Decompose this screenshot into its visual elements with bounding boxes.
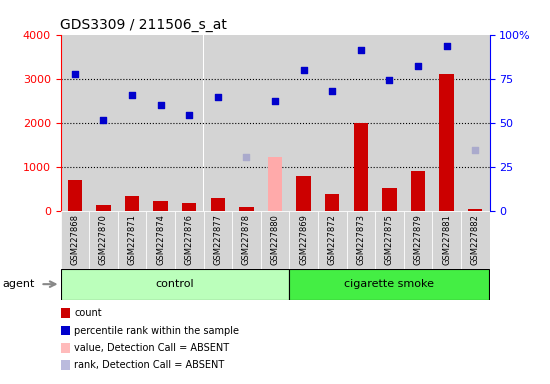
Point bbox=[242, 154, 251, 161]
FancyBboxPatch shape bbox=[461, 211, 490, 269]
Bar bbox=[432, 35, 461, 211]
Bar bbox=[89, 35, 118, 211]
Text: percentile rank within the sample: percentile rank within the sample bbox=[74, 326, 239, 336]
Bar bbox=[289, 269, 490, 300]
Text: GSM227872: GSM227872 bbox=[328, 214, 337, 265]
Bar bbox=[125, 196, 139, 211]
FancyBboxPatch shape bbox=[146, 211, 175, 269]
Point bbox=[128, 91, 136, 98]
Bar bbox=[404, 35, 432, 211]
Text: cigarette smoke: cigarette smoke bbox=[344, 279, 434, 289]
Point bbox=[385, 78, 394, 84]
Bar bbox=[261, 35, 289, 211]
Point bbox=[328, 88, 337, 94]
Bar bbox=[375, 35, 404, 211]
Text: GSM227871: GSM227871 bbox=[128, 214, 136, 265]
FancyBboxPatch shape bbox=[318, 211, 346, 269]
Bar bbox=[382, 188, 397, 211]
Point bbox=[414, 63, 422, 70]
Text: GSM227882: GSM227882 bbox=[471, 214, 480, 265]
Point bbox=[299, 67, 308, 73]
Text: GSM227870: GSM227870 bbox=[99, 214, 108, 265]
Point bbox=[99, 117, 108, 123]
Bar bbox=[60, 269, 289, 300]
Point bbox=[471, 147, 480, 153]
FancyBboxPatch shape bbox=[60, 211, 89, 269]
Text: GSM227874: GSM227874 bbox=[156, 214, 165, 265]
Point bbox=[185, 112, 194, 118]
Bar bbox=[468, 209, 482, 211]
FancyBboxPatch shape bbox=[346, 211, 375, 269]
Text: rank, Detection Call = ABSENT: rank, Detection Call = ABSENT bbox=[74, 360, 224, 370]
Text: GSM227873: GSM227873 bbox=[356, 214, 365, 265]
Bar bbox=[268, 157, 282, 211]
Bar bbox=[346, 35, 375, 211]
Text: GSM227880: GSM227880 bbox=[271, 214, 279, 265]
Bar bbox=[411, 172, 425, 211]
Point bbox=[70, 71, 79, 78]
Bar bbox=[239, 207, 254, 211]
FancyBboxPatch shape bbox=[204, 211, 232, 269]
Bar bbox=[68, 180, 82, 211]
FancyBboxPatch shape bbox=[175, 211, 204, 269]
Text: GDS3309 / 211506_s_at: GDS3309 / 211506_s_at bbox=[60, 18, 227, 32]
Bar bbox=[296, 176, 311, 211]
Bar bbox=[325, 194, 339, 211]
Text: GSM227881: GSM227881 bbox=[442, 214, 451, 265]
Text: count: count bbox=[74, 308, 102, 318]
Text: GSM227879: GSM227879 bbox=[414, 214, 422, 265]
FancyBboxPatch shape bbox=[404, 211, 432, 269]
Text: GSM227876: GSM227876 bbox=[185, 214, 194, 265]
Text: value, Detection Call = ABSENT: value, Detection Call = ABSENT bbox=[74, 343, 229, 353]
Bar bbox=[182, 203, 196, 211]
Bar bbox=[146, 35, 175, 211]
Point bbox=[442, 43, 451, 49]
Text: GSM227875: GSM227875 bbox=[385, 214, 394, 265]
Text: control: control bbox=[156, 279, 194, 289]
Bar bbox=[211, 197, 225, 211]
Point bbox=[156, 102, 165, 108]
Bar bbox=[232, 35, 261, 211]
FancyBboxPatch shape bbox=[432, 211, 461, 269]
Bar bbox=[289, 35, 318, 211]
Bar bbox=[439, 74, 454, 211]
Bar bbox=[60, 35, 89, 211]
Point bbox=[271, 98, 279, 104]
Bar bbox=[175, 35, 204, 211]
FancyBboxPatch shape bbox=[118, 211, 146, 269]
Text: GSM227868: GSM227868 bbox=[70, 214, 79, 265]
FancyBboxPatch shape bbox=[261, 211, 289, 269]
FancyBboxPatch shape bbox=[289, 211, 318, 269]
Bar bbox=[118, 35, 146, 211]
Text: agent: agent bbox=[3, 279, 35, 289]
Point bbox=[213, 94, 222, 100]
Bar bbox=[318, 35, 346, 211]
Bar bbox=[96, 205, 111, 211]
Text: GSM227877: GSM227877 bbox=[213, 214, 222, 265]
Point bbox=[356, 47, 365, 53]
Bar bbox=[461, 35, 490, 211]
FancyBboxPatch shape bbox=[232, 211, 261, 269]
FancyBboxPatch shape bbox=[89, 211, 118, 269]
FancyBboxPatch shape bbox=[375, 211, 404, 269]
Text: GSM227878: GSM227878 bbox=[242, 214, 251, 265]
Bar bbox=[354, 123, 368, 211]
Text: GSM227869: GSM227869 bbox=[299, 214, 308, 265]
Bar bbox=[204, 35, 232, 211]
Bar bbox=[153, 201, 168, 211]
